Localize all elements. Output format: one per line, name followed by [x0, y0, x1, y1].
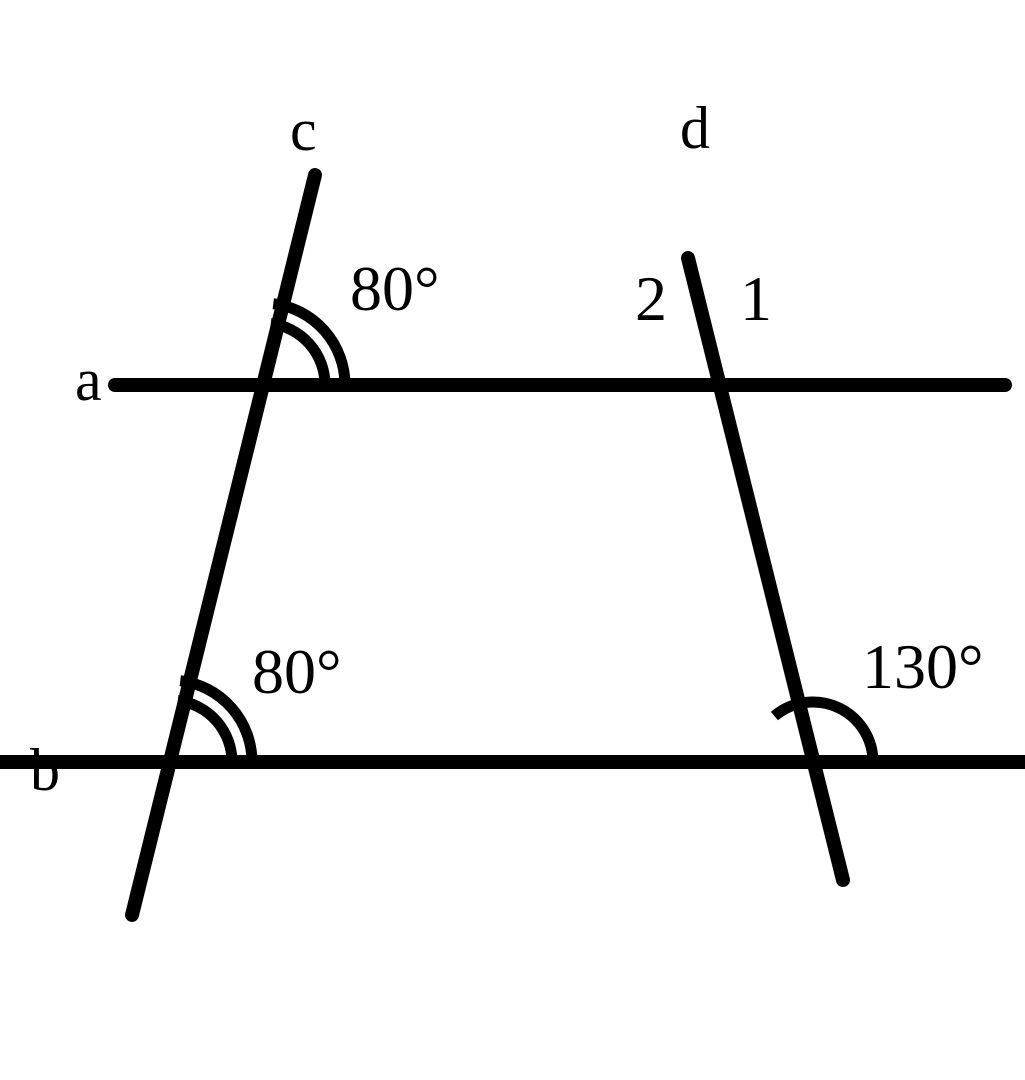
label-angle-ca-80: 80° — [350, 253, 440, 324]
label-angle-db-130: 130° — [862, 631, 984, 702]
label-angle-2: 2 — [635, 263, 667, 334]
line-d — [688, 258, 843, 880]
label-angle-cb-80: 80° — [252, 636, 342, 707]
label-angle-1: 1 — [740, 263, 772, 334]
label-line-a: a — [75, 347, 102, 413]
geometry-diagram: a b c d 80° 80° 130° 1 2 — [0, 0, 1025, 1080]
label-line-d: d — [680, 95, 710, 161]
line-c — [132, 175, 315, 915]
label-line-b: b — [30, 737, 60, 803]
label-line-c: c — [290, 97, 317, 163]
angle-arc-db — [774, 702, 873, 762]
